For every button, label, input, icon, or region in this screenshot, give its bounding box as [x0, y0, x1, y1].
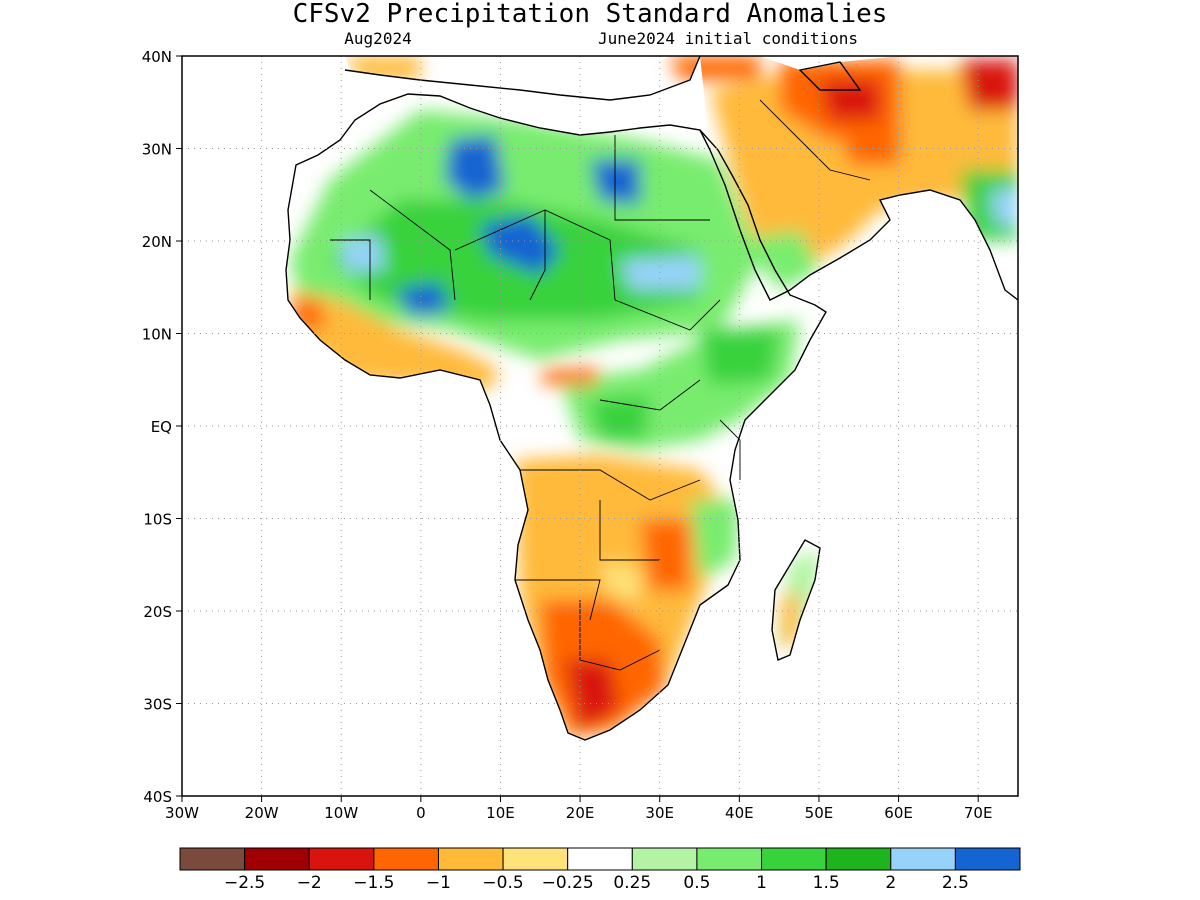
- anomaly-blob: [740, 230, 820, 290]
- lon-tick-label: 20E: [566, 804, 595, 822]
- lon-tick-label: 10W: [324, 804, 358, 822]
- lon-tick-label: 30E: [645, 804, 674, 822]
- map-grid: [182, 56, 1018, 796]
- colorbar-legend: −2.5 −2 −1.5 −1 −0.5 −0.25 0.25 0.5 1 1.5 2 2.5: [179, 847, 1021, 893]
- lon-tick-label: 50E: [805, 804, 834, 822]
- valid-month-label: Aug2024: [344, 29, 411, 48]
- lat-tick-label: EQ: [151, 418, 172, 436]
- lon-tick-label: 40E: [725, 804, 754, 822]
- colorbar-swatch: [567, 847, 633, 871]
- lon-tick-label: 30W: [165, 804, 199, 822]
- colorbar-label: −2: [297, 873, 322, 893]
- colorbar-swatch: [696, 847, 763, 871]
- anomaly-blob: [670, 56, 760, 80]
- anomaly-blob: [600, 560, 640, 600]
- lat-tick-label: 30N: [142, 141, 172, 159]
- colorbar-label: 2.5: [942, 873, 969, 893]
- coastlines: [285, 55, 1019, 741]
- longitude-axis: 30W 20W 10W 0 10E 20E 30E 40E 50E 60E 70E: [165, 796, 992, 822]
- anomaly-blob: [840, 130, 900, 165]
- lon-tick-label: 60E: [884, 804, 913, 822]
- colorbar-swatch: [954, 847, 1021, 871]
- anomaly-blob: [710, 70, 1018, 280]
- latitude-axis: 40N 30N 20N 10N EQ 10S 20S 30S 40S: [142, 48, 182, 806]
- anomaly-blob: [700, 330, 780, 385]
- lon-tick-label: 0: [416, 804, 426, 822]
- colorbar-swatch: [179, 847, 246, 871]
- anomaly-blob: [540, 368, 600, 385]
- anomaly-blob: [340, 235, 385, 272]
- colorbar-label: −1: [426, 873, 451, 893]
- colorbar-label: 0.25: [613, 873, 651, 893]
- anomaly-blob: [395, 282, 450, 316]
- colorbar-label: −0.5: [482, 873, 523, 893]
- map-title: CFSv2 Precipitation Standard Anomalies: [293, 0, 888, 29]
- colorbar-swatch: [373, 847, 439, 871]
- lat-tick-label: 10S: [143, 511, 172, 529]
- lon-tick-label: 70E: [964, 804, 993, 822]
- anomaly-blob: [590, 395, 650, 440]
- colorbar-label: 1.5: [813, 873, 840, 893]
- anomaly-blob: [565, 660, 620, 730]
- lat-tick-label: 20S: [143, 603, 172, 621]
- colorbar-label: 1: [756, 873, 767, 893]
- anomaly-blob: [960, 60, 1018, 110]
- colorbar-label: −0.25: [542, 873, 594, 893]
- anomaly-blob: [990, 190, 1018, 225]
- colorbar-swatch: [308, 847, 375, 871]
- colorbar-swatch: [825, 847, 892, 871]
- lat-tick-label: 10N: [142, 326, 172, 344]
- lat-tick-label: 20N: [142, 233, 172, 251]
- colorbar-swatch: [502, 847, 569, 871]
- initial-conditions-label: June2024 initial conditions: [598, 29, 858, 48]
- lat-tick-label: 40N: [142, 48, 172, 66]
- lon-tick-label: 20W: [245, 804, 279, 822]
- colorbar-swatch: [890, 847, 956, 871]
- colorbar-label: 2: [885, 873, 896, 893]
- lat-tick-label: 40S: [143, 788, 172, 806]
- lon-tick-label: 10E: [486, 804, 515, 822]
- colorbar-label: −1.5: [353, 873, 394, 893]
- anomaly-blob: [690, 500, 740, 580]
- colorbar-swatch: [244, 847, 310, 871]
- lat-tick-label: 30S: [143, 696, 172, 714]
- anomaly-blob: [640, 520, 690, 590]
- anomaly-blob: [445, 135, 505, 200]
- colorbar-label: −2.5: [224, 873, 265, 893]
- anomaly-blob: [820, 80, 880, 120]
- colorbar-swatch: [761, 847, 827, 871]
- colorbar-swatch: [631, 847, 698, 871]
- colorbar-swatch: [437, 847, 504, 871]
- colorbar-label: 0.5: [683, 873, 710, 893]
